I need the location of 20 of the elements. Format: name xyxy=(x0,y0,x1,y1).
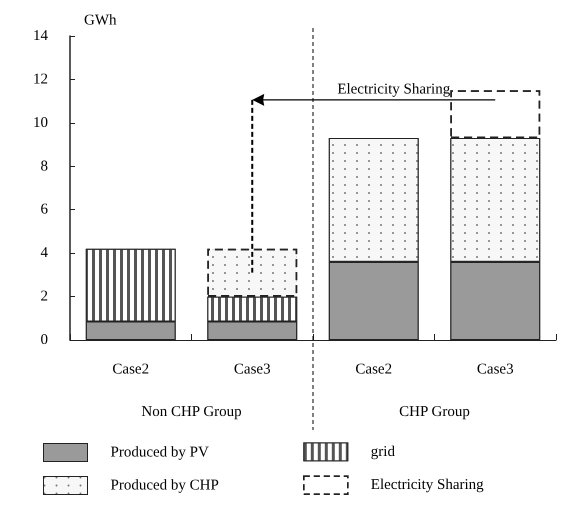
y-tick-label: 8 xyxy=(40,158,48,174)
y-tick-label: 10 xyxy=(33,114,48,131)
x-tick-label: Case2 xyxy=(112,362,150,378)
y-tick-label: 2 xyxy=(40,288,48,305)
text: CHP Group xyxy=(399,404,470,420)
x-tick-label: Case3 xyxy=(234,362,271,378)
x-tick-label: Case3 xyxy=(476,362,514,378)
text: Non CHP Group xyxy=(141,404,242,420)
y-axis-title: GWh xyxy=(84,12,117,28)
x-tick-label: Case2 xyxy=(355,362,392,378)
annotation: Electricity Sharing xyxy=(337,81,451,98)
legend-label: Produced by CHP xyxy=(110,478,219,494)
legend-label: Produced by PV xyxy=(110,444,209,460)
legend-label: grid xyxy=(370,444,396,460)
y-tick-label: 12 xyxy=(33,71,48,88)
y-tick-label: 0 xyxy=(40,332,48,348)
legend-label: Electricity Sharing xyxy=(370,477,484,494)
y-tick-label: 4 xyxy=(40,245,48,262)
y-tick-label: 6 xyxy=(40,202,48,218)
y-tick-label: 14 xyxy=(33,28,48,44)
